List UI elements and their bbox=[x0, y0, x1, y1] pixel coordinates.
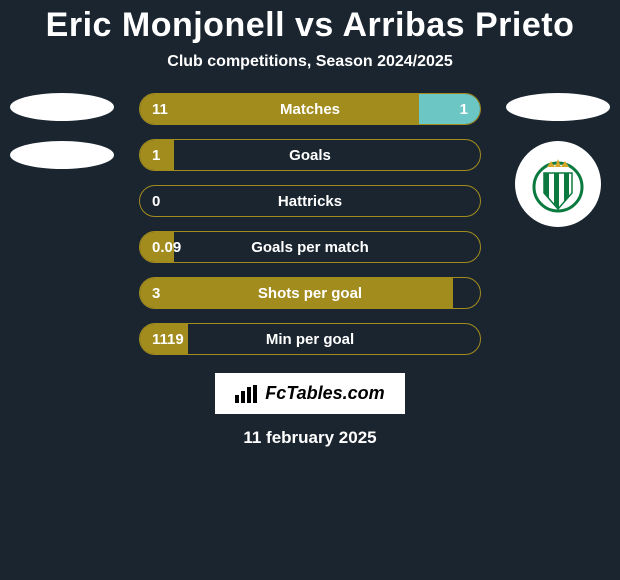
stat-value-left: 0 bbox=[152, 193, 160, 210]
comparison-arena: 11Matches11Goals0Hattricks0.09Goals per … bbox=[0, 93, 620, 355]
stat-bar: 0 Hattricks bbox=[139, 185, 481, 217]
player2-club-badge bbox=[515, 141, 601, 227]
comparison-card: Eric Monjonell vs Arribas Prieto Club co… bbox=[0, 0, 620, 580]
stat-value-left: 11 bbox=[152, 101, 168, 118]
title-player2: Arribas Prieto bbox=[342, 6, 574, 44]
subtitle: Club competitions, Season 2024/2025 bbox=[167, 53, 452, 71]
side-left bbox=[10, 93, 114, 169]
player2-avatar-placeholder bbox=[506, 93, 610, 121]
side-right bbox=[506, 93, 610, 227]
stat-value-left: 3 bbox=[152, 285, 160, 302]
stat-bar: 1 Goals bbox=[139, 139, 481, 171]
stat-label: Matches bbox=[280, 101, 340, 118]
stat-label: Hattricks bbox=[278, 193, 342, 210]
stat-value-left: 1119 bbox=[152, 331, 184, 348]
stat-label: Min per goal bbox=[266, 331, 354, 348]
stat-value-left: 1 bbox=[152, 147, 160, 164]
stat-bar: 1119 Min per goal bbox=[139, 323, 481, 355]
stat-bars: 11Matches11Goals0Hattricks0.09Goals per … bbox=[139, 93, 481, 355]
stat-bar: 3 Shots per goal bbox=[139, 277, 481, 309]
stat-bar-fill-right bbox=[419, 94, 480, 124]
stat-bar: 11 Matches 1 bbox=[139, 93, 481, 125]
real-betis-crest-icon bbox=[527, 153, 589, 215]
date: 11 february 2025 bbox=[243, 428, 376, 448]
player1-club-placeholder bbox=[10, 141, 114, 169]
stat-value-left: 0.09 bbox=[152, 239, 181, 256]
brand-text: FcTables.com bbox=[265, 383, 384, 404]
brand-tag: FcTables.com bbox=[215, 373, 404, 414]
title-player1: Eric Monjonell bbox=[46, 6, 285, 44]
brand-prefix: Fc bbox=[265, 383, 286, 403]
player1-avatar-placeholder bbox=[10, 93, 114, 121]
bars-logo-icon bbox=[235, 385, 257, 403]
title: Eric Monjonell vs Arribas Prieto bbox=[46, 6, 575, 45]
title-vs: vs bbox=[295, 6, 334, 44]
stat-label: Shots per goal bbox=[258, 285, 362, 302]
stat-label: Goals per match bbox=[251, 239, 369, 256]
stat-bar: 0.09 Goals per match bbox=[139, 231, 481, 263]
stat-value-right: 1 bbox=[460, 101, 468, 118]
stat-label: Goals bbox=[289, 147, 331, 164]
brand-rest: Tables.com bbox=[286, 383, 384, 403]
